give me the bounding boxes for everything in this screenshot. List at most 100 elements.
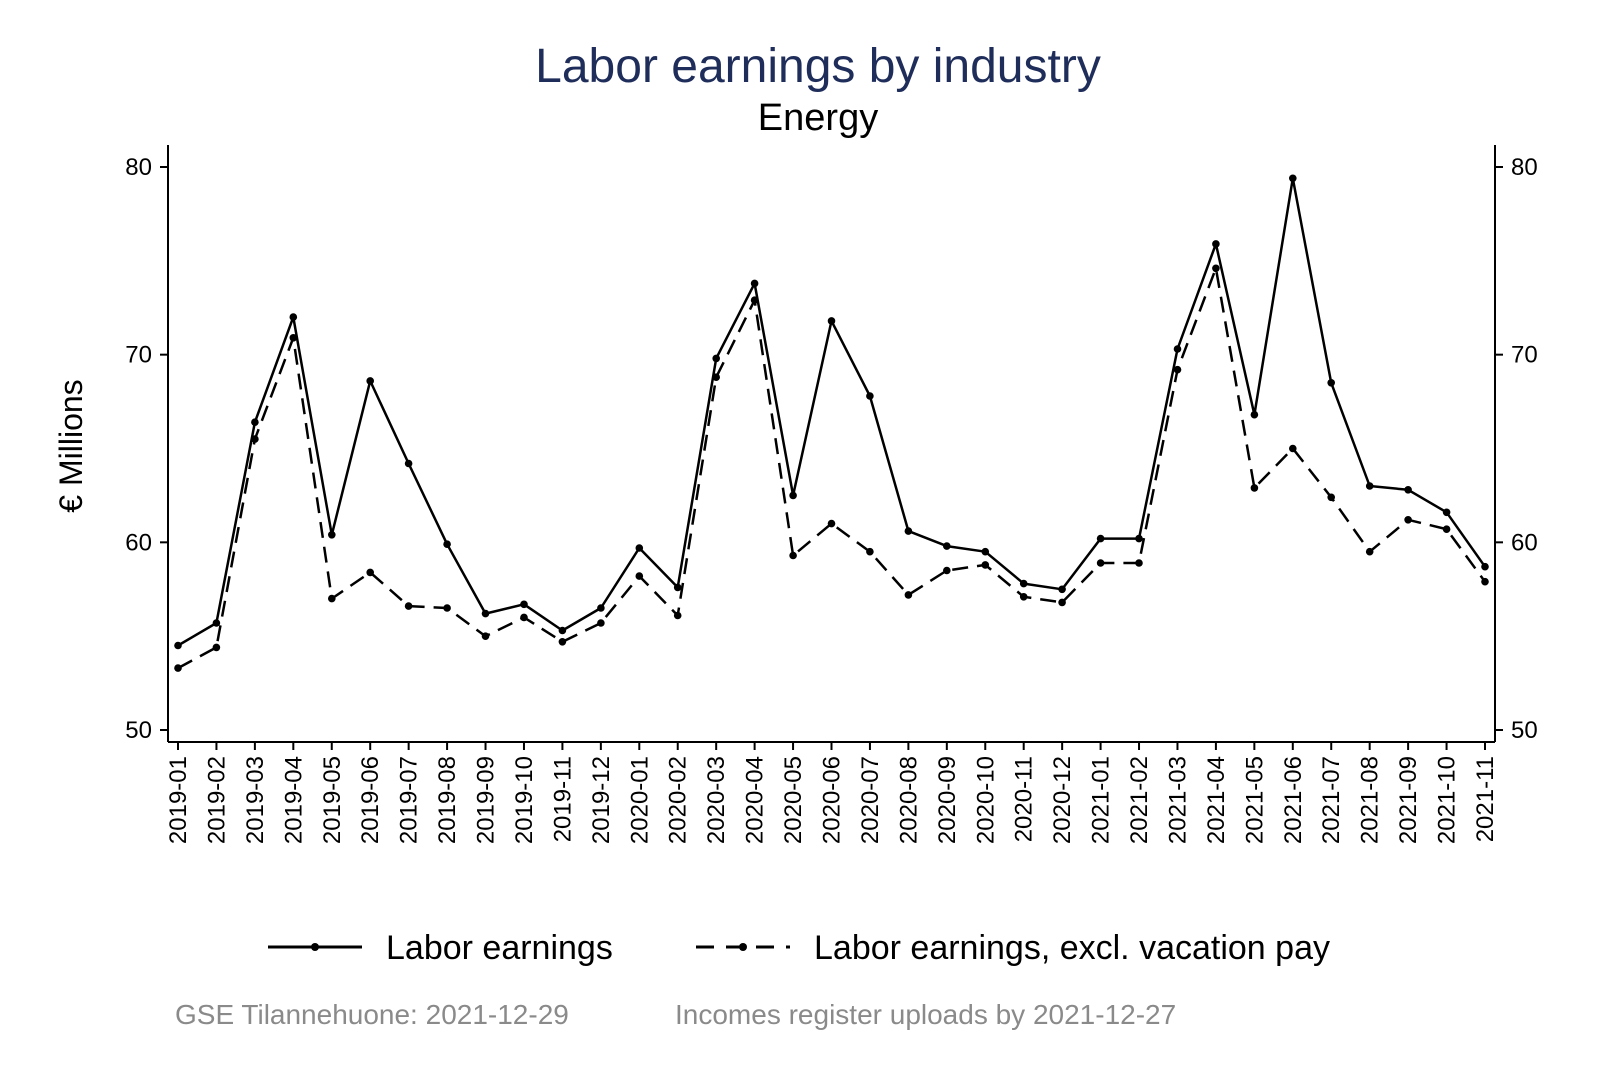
y-tick-label-left-60: 60 <box>125 529 152 556</box>
data-point-s1-2021-05 <box>1250 484 1259 492</box>
data-point-s1-2020-05 <box>789 551 797 560</box>
data-point-s1-2020-06 <box>827 519 836 528</box>
data-point-s1-2021-04 <box>1212 264 1220 273</box>
x-tick-label-2020-05: 2020-05 <box>780 756 807 844</box>
x-tick-label-2019-07: 2019-07 <box>396 756 423 844</box>
x-tick-label-2019-05: 2019-05 <box>319 756 346 844</box>
data-point-s0-2020-04 <box>750 279 759 288</box>
data-point-s1-2021-10 <box>1442 525 1451 533</box>
data-point-s1-2020-04 <box>750 296 759 305</box>
data-point-s0-2020-11 <box>1019 579 1028 588</box>
x-tick-label-2019-06: 2019-06 <box>357 756 384 844</box>
x-tick-label-2019-08: 2019-08 <box>434 756 461 844</box>
data-point-s0-2021-10 <box>1442 508 1451 517</box>
x-tick-label-2020-09: 2020-09 <box>934 756 961 844</box>
data-point-s1-2019-07 <box>404 602 413 610</box>
data-point-s0-2020-02 <box>673 583 682 592</box>
data-point-s1-2019-06 <box>366 568 375 577</box>
x-tick-label-2020-10: 2020-10 <box>972 756 999 844</box>
legend: Labor earnings Labor earnings, excl. vac… <box>268 929 1330 967</box>
data-point-s0-2019-08 <box>443 540 451 548</box>
legend-marker-excl-vacation <box>739 943 747 951</box>
data-point-s1-2020-11 <box>1019 593 1028 601</box>
x-tick-label-2020-08: 2020-08 <box>895 756 922 844</box>
data-point-s0-2020-06 <box>827 317 836 325</box>
data-point-s0-2019-05 <box>328 531 336 539</box>
x-tick-label-2021-10: 2021-10 <box>1434 756 1461 844</box>
x-tick-label-2020-02: 2020-02 <box>665 756 692 844</box>
chart-title: Labor earnings by industry <box>535 40 1101 93</box>
data-point-s0-2021-06 <box>1289 174 1297 183</box>
data-point-s1-2019-01 <box>174 664 182 672</box>
data-point-s0-2020-07 <box>866 392 874 400</box>
data-point-s1-2021-08 <box>1365 547 1374 556</box>
data-point-s0-2020-12 <box>1058 585 1066 594</box>
footer-note-left: GSE Tilannehuone: 2021-12-29 <box>175 999 569 1030</box>
y-tick-label-right-50: 50 <box>1511 717 1538 744</box>
x-tick-label-2020-06: 2020-06 <box>819 756 846 844</box>
y-tick-label-left-70: 70 <box>125 342 152 369</box>
legend-marker-labor-earnings <box>311 943 319 951</box>
x-tick-label-2020-11: 2020-11 <box>1011 756 1038 842</box>
footer-note-right: Incomes register uploads by 2021-12-27 <box>675 999 1176 1030</box>
data-point-s0-2019-09 <box>481 609 490 618</box>
data-point-s0-2021-09 <box>1404 486 1412 494</box>
data-point-s1-2020-12 <box>1058 598 1066 607</box>
x-tick-label-2019-12: 2019-12 <box>588 756 615 844</box>
x-tick-label-2021-11: 2021-11 <box>1472 756 1499 842</box>
x-tick-label-2020-03: 2020-03 <box>703 756 730 844</box>
data-point-s1-2020-09 <box>943 566 951 575</box>
data-point-s1-2020-03 <box>712 373 720 382</box>
series-line-1 <box>177 267 1487 670</box>
legend-label-labor-earnings: Labor earnings <box>386 929 613 967</box>
data-point-s0-2020-09 <box>943 542 951 550</box>
data-point-s0-2020-08 <box>904 527 913 535</box>
y-tick-label-left-50: 50 <box>125 717 152 744</box>
data-point-s0-2021-05 <box>1250 410 1259 419</box>
data-point-s1-2021-06 <box>1289 444 1297 453</box>
x-tick-label-2021-05: 2021-05 <box>1241 756 1268 844</box>
data-point-s1-2020-01 <box>635 572 644 580</box>
data-point-s0-2019-12 <box>597 604 605 612</box>
x-tick-label-2020-01: 2020-01 <box>626 756 653 844</box>
x-tick-label-2021-02: 2021-02 <box>1126 756 1153 844</box>
y-ticks: 50 50 60 60 70 70 80 80 <box>125 154 1537 744</box>
x-tick-label-2021-07: 2021-07 <box>1318 756 1345 844</box>
data-point-s0-2020-03 <box>712 354 720 363</box>
x-tick-label-2021-03: 2021-03 <box>1164 756 1191 844</box>
data-point-s0-2020-10 <box>981 547 990 556</box>
y-tick-label-right-70: 70 <box>1511 342 1538 369</box>
y-tick-label-left-80: 80 <box>125 154 152 181</box>
data-point-s0-2019-11 <box>558 626 567 635</box>
data-point-s1-2020-10 <box>981 561 990 569</box>
x-tick-label-2021-09: 2021-09 <box>1395 756 1422 844</box>
data-point-s0-2019-07 <box>404 459 413 468</box>
x-tick-label-2021-04: 2021-04 <box>1203 756 1230 844</box>
chart-subtitle: Energy <box>758 97 878 139</box>
data-point-s1-2019-03 <box>251 435 259 443</box>
data-point-s0-2019-10 <box>520 600 528 609</box>
y-axis-label: € Millions <box>53 379 89 512</box>
data-point-s0-2019-06 <box>366 377 375 385</box>
x-tick-label-2019-03: 2019-03 <box>242 756 269 844</box>
data-point-s0-2019-02 <box>212 619 221 627</box>
data-point-s1-2019-02 <box>212 643 221 652</box>
data-point-s0-2021-03 <box>1173 345 1182 353</box>
data-point-s1-2019-08 <box>443 604 451 612</box>
data-point-s1-2021-02 <box>1135 559 1143 567</box>
x-tick-label-2019-02: 2019-02 <box>203 756 230 844</box>
data-point-s1-2019-09 <box>481 632 490 640</box>
data-point-s0-2021-01 <box>1096 534 1105 543</box>
legend-label-excl-vacation: Labor earnings, excl. vacation pay <box>814 929 1330 967</box>
data-point-s1-2019-04 <box>289 334 298 342</box>
data-point-s1-2019-11 <box>558 638 567 646</box>
data-point-s1-2021-11 <box>1481 577 1489 586</box>
x-tick-label-2020-12: 2020-12 <box>1049 756 1076 844</box>
data-point-s1-2021-01 <box>1096 559 1105 567</box>
data-point-s0-2019-04 <box>289 313 298 321</box>
data-point-s0-2019-03 <box>251 418 259 427</box>
data-point-s1-2019-12 <box>597 619 605 627</box>
data-point-s1-2020-02 <box>673 611 682 620</box>
